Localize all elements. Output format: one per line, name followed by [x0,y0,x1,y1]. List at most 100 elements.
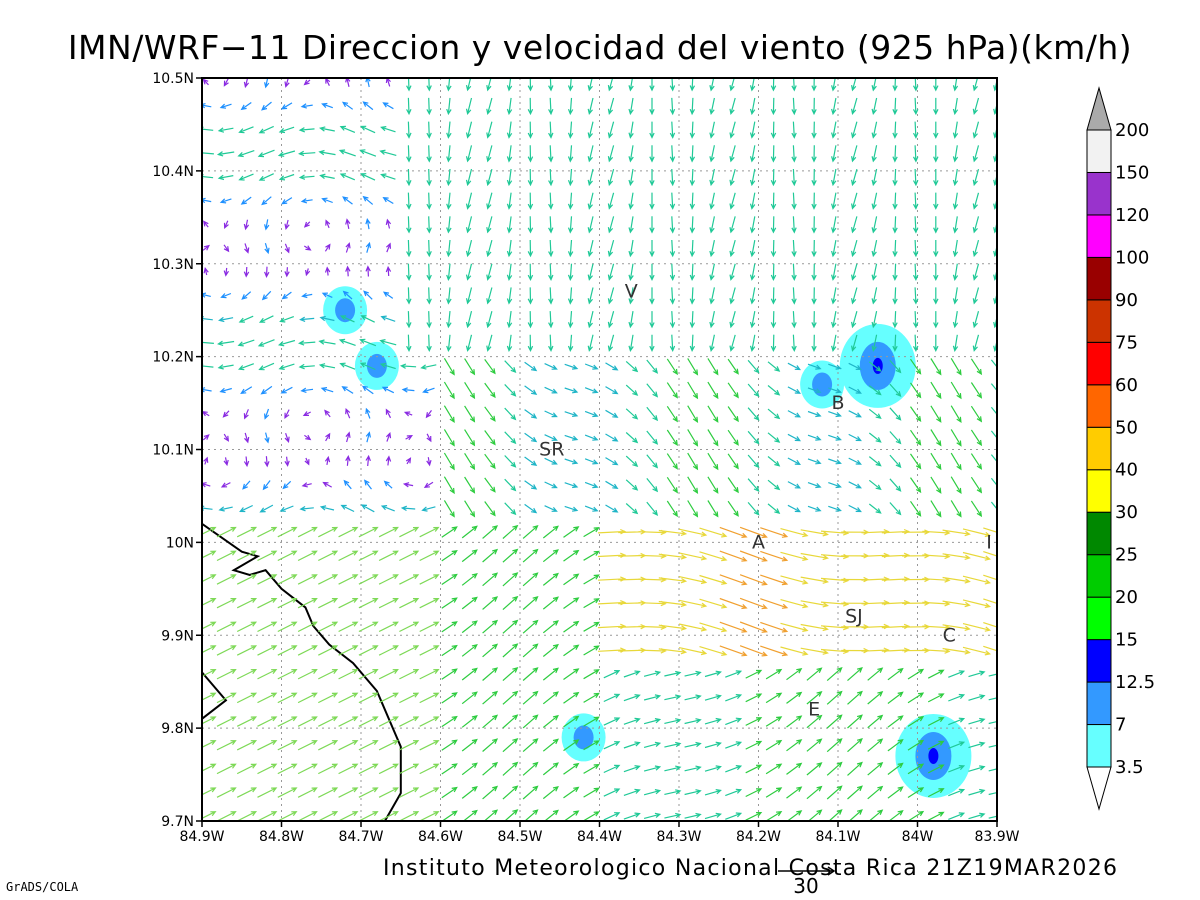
wind-vector [549,169,553,185]
wind-vector [626,456,637,466]
wind-vector [549,216,553,232]
wind-vector [467,335,472,351]
wind-vector [467,216,472,232]
wind-vector [379,646,398,655]
wind-vector [442,669,457,679]
y-tick-label: 9.7N [161,814,194,830]
shade-mid-0 [335,298,355,322]
wind-vector [598,624,625,628]
wind-vector [650,287,654,303]
wind-vector [869,409,880,418]
wind-vector [690,216,694,232]
y-tick-label: 10.2N [152,350,194,366]
wind-vector [690,335,694,351]
wind-vector [766,693,781,702]
wind-vector [710,74,715,90]
wind-vector [483,763,497,775]
wind-vector [543,621,558,633]
wind-vector [565,388,577,393]
wind-vector [869,480,880,489]
wind-vector [771,169,775,185]
wind-vector [545,387,557,393]
wind-vector [771,287,775,303]
wind-vector [507,122,511,138]
wind-vector [664,766,680,771]
wind-vector [442,598,457,608]
wind-vector [644,742,660,747]
wind-vector [792,74,796,90]
wind-vector [588,216,593,232]
wind-vector [969,671,985,677]
wind-vector [339,528,358,537]
wind-vector [549,145,553,161]
wind-vector [379,622,398,631]
colorbar-upper-triangle [1087,88,1111,130]
wind-vector [339,599,358,608]
wind-vector [197,622,216,631]
wind-vector [650,145,654,161]
wind-vector [407,145,411,161]
wind-vector [444,406,454,422]
wind-vector [282,387,293,393]
wind-vector [748,502,759,514]
wind-vector [598,530,625,534]
wind-vector [359,788,378,797]
wind-vector [483,787,497,799]
wind-vector [503,526,517,539]
wind-vector [812,74,816,90]
x-tick-label: 84.4W [577,829,622,845]
wind-vector [222,294,231,298]
wind-vector [462,621,477,632]
wind-vector [298,693,317,702]
wind-vector [893,216,897,232]
colorbar-box-6 [1087,470,1111,512]
wind-vector [688,477,698,493]
wind-vector [911,407,921,421]
wind-vector [505,361,516,372]
colorbar-label: 30 [1115,502,1138,523]
wind-vector [467,74,472,90]
wind-vector [931,406,941,422]
wind-vector [708,453,718,469]
wind-vector [953,240,957,256]
wind-vector [237,646,256,655]
place-label-2: B [831,392,844,414]
wind-vector [523,621,537,634]
wind-vector [204,458,208,465]
wind-vector [305,458,309,464]
wind-vector [812,216,816,232]
wind-vector [407,264,411,280]
wind-vector [832,335,836,351]
wind-vector [322,388,333,392]
colorbar-box-2 [1087,640,1111,682]
wind-vector [507,216,511,232]
wind-vector [381,174,395,179]
wind-vector [911,478,921,492]
wind-vector [569,216,573,232]
wind-vector [507,264,511,280]
wind-vector [224,457,228,464]
wind-vector [483,573,497,585]
wind-vector [462,645,477,657]
wind-vector [608,288,613,304]
wind-vector [304,412,311,416]
wind-vector [588,122,593,138]
wind-vector [588,145,593,161]
wind-vector [407,240,411,256]
wind-vector [366,409,370,419]
wind-vector [872,216,877,232]
wind-vector [299,341,315,345]
wind-vector [523,739,537,752]
wind-vector [848,692,862,705]
wind-vector [807,787,822,799]
wind-vector [787,669,802,680]
wind-vector [685,813,701,818]
wind-vector [608,122,613,138]
wind-vector [564,527,579,538]
wind-vector [604,671,619,678]
wind-vector [629,98,633,114]
wind-vector [237,788,256,797]
wind-vector [467,264,472,280]
wind-vector [808,435,820,440]
wind-vector [792,169,796,185]
